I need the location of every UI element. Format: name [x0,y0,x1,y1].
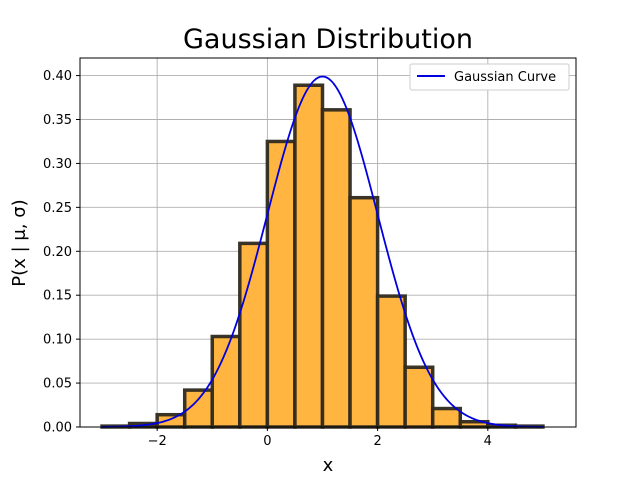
histogram-bar [320,108,352,429]
plot-frame [79,57,577,428]
y-tick-label: 0.10 [43,333,72,348]
histogram-bar [375,294,407,429]
histogram-bar [403,365,435,429]
axes: −2 0 2 4 0.00 0.05 0.10 0.15 0.20 0.25 0.30 0.35 0.4… [43,57,577,449]
y-tick-label: 0.30 [43,157,72,172]
y-tick-label: 0.20 [43,245,72,260]
y-axis-label: P(x | μ, σ) [9,199,30,286]
y-tick-label: 0.05 [43,377,72,392]
histogram-bar [293,83,325,429]
histogram-bar [430,406,463,429]
histogram-bar [348,195,380,429]
histogram-bar [155,412,187,429]
y-tick-label: 0.00 [43,421,72,436]
histogram-bar [265,139,297,429]
x-tick-label: 4 [484,434,492,449]
legend-box [409,63,570,91]
legend: Gaussian Curve [409,63,570,91]
x-axis-label: x [323,455,334,476]
x-tick-label: 0 [263,434,271,449]
y-tick-label: 0.25 [43,201,72,216]
legend-label: Gaussian Curve [454,70,556,85]
x-tick-label: −2 [148,434,167,449]
histogram-bar [238,241,270,429]
chart-title: Gaussian Distribution [183,24,473,55]
gaussian-curve-line [102,75,543,428]
x-tick-label: 2 [373,434,381,449]
gaussian-curve-layer [102,75,543,428]
y-tick-label: 0.35 [43,113,72,128]
y-tick-label: 0.15 [43,289,72,304]
y-tick-label: 0.40 [43,69,72,84]
